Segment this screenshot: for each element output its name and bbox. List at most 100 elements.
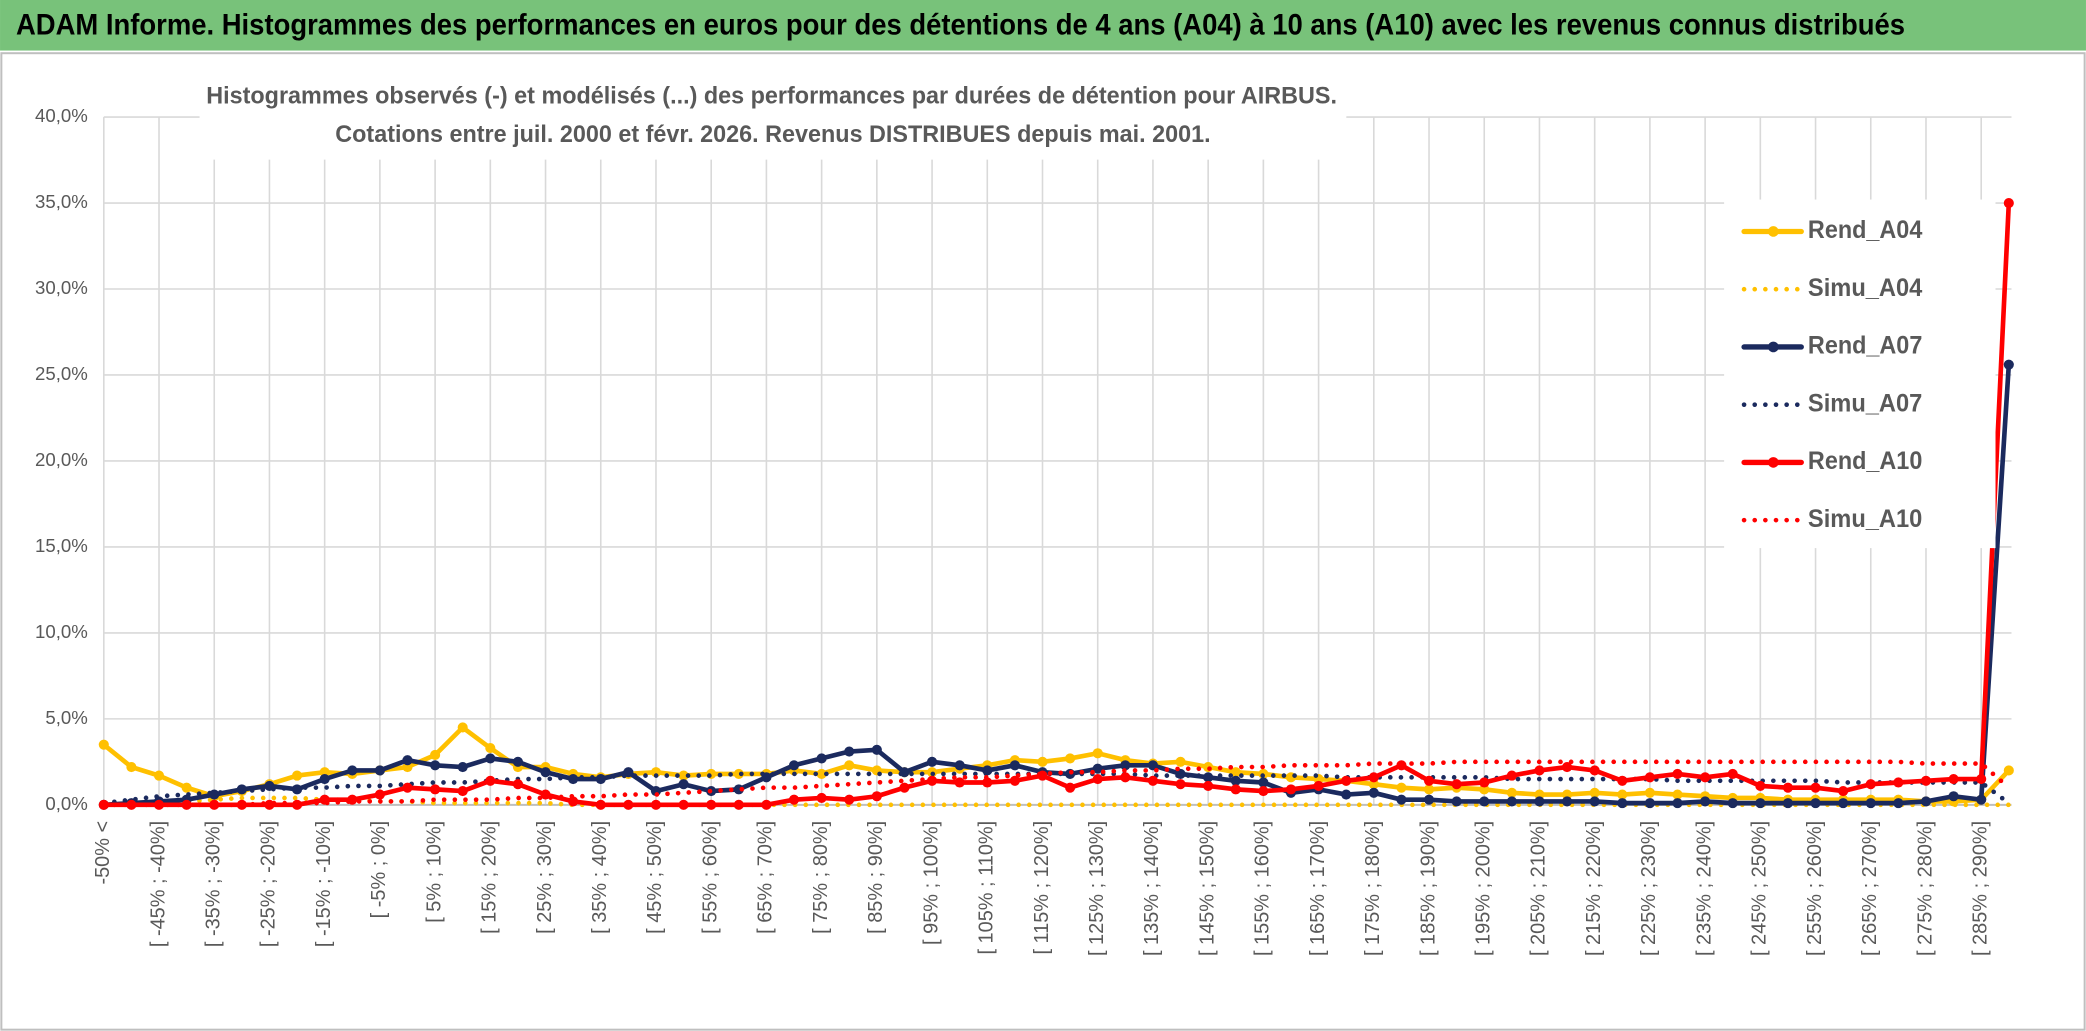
point [374,765,385,776]
x-tick-label: [ 35% ; 40%] [589,821,611,934]
point [1644,772,1655,783]
x-tick-label: [ 235% ; 240%] [1693,821,1715,956]
x-tick-label: [ 55% ; 60%] [699,821,721,934]
point [1396,782,1407,793]
point [1589,787,1600,798]
point [512,756,523,767]
legend-label: Simu_A10 [1808,505,1922,533]
point [816,753,827,764]
point [1506,796,1517,807]
point [1092,748,1103,759]
point [954,777,965,788]
point [1203,780,1214,791]
point [402,755,413,766]
point [982,777,993,788]
point [844,760,855,771]
point [1893,798,1904,809]
point [1258,786,1269,797]
point [706,768,717,779]
point [1838,786,1849,797]
x-tick-label: [ 175% ; 180%] [1362,821,1384,956]
point [540,767,551,778]
point [1755,798,1766,809]
point [1727,768,1738,779]
point [209,799,220,810]
point [485,753,496,764]
y-tick-label: 40,0% [35,105,88,126]
chart-title: Cotations entre juil. 2000 et févr. 2026… [335,121,1210,148]
point [457,786,468,797]
point [1341,789,1352,800]
point [1479,796,1490,807]
y-tick-label: 0,0% [45,793,87,814]
point [126,761,137,773]
point [1009,775,1020,786]
point [457,761,468,773]
x-tick-label: [ 285% ; 290%] [1969,821,1991,956]
series-line [101,759,2012,808]
series-line [101,362,2012,808]
point [1589,765,1600,776]
point [1120,760,1131,771]
point [568,796,579,807]
point [733,799,744,810]
legend-label: Simu_A04 [1808,274,1922,302]
title-bar [0,0,2086,51]
point [1810,782,1821,793]
point [678,799,689,810]
point [1976,773,1987,785]
point [927,756,938,767]
point [1230,767,1241,778]
x-tick-label: [ 205% ; 210%] [1528,821,1550,956]
x-tick-label: [ 195% ; 200%] [1473,821,1495,956]
point [292,799,303,810]
point [623,799,634,810]
point [2003,765,2014,776]
point [678,770,689,781]
point [733,784,744,795]
legend: Rend_A04 Simu_A04 Rend_A07 Simu_A07 Rend_A10… [1724,199,1996,549]
x-tick-label: [ 245% ; 250%] [1749,821,1771,956]
point [98,739,109,750]
x-tick-label: [ 125% ; 130%] [1086,821,1108,956]
x-tick-label: [ -5% ; 0%] [368,821,390,919]
point [1700,796,1711,807]
point [1423,775,1435,786]
point [1368,787,1379,798]
point [1589,796,1600,807]
point [706,799,717,810]
x-tick-label: [ 145% ; 150%] [1196,821,1218,956]
point [595,799,606,810]
point [1423,784,1435,795]
legend-label: Rend_A10 [1808,447,1922,475]
x-tick-label: [ 65% ; 70%] [755,821,777,934]
point [1506,787,1517,798]
point [457,722,468,733]
series-line [101,771,2012,806]
point [1782,782,1793,793]
point [1423,794,1435,805]
legend-label: Rend_A07 [1808,332,1922,360]
series-line [101,795,2012,808]
point [1175,756,1186,767]
point [899,782,910,793]
x-tick-label: [ 215% ; 220%] [1583,821,1605,956]
point [1893,777,1904,788]
point [1672,789,1683,800]
point [678,779,689,790]
point [1920,796,1932,807]
chart-title: Histogrammes observés (-) et modélisés (… [206,82,1337,109]
y-tick-label: 10,0% [35,621,88,642]
y-tick-label: 35,0% [35,191,88,212]
x-tick-label: [ 255% ; 260%] [1804,821,1826,956]
point [871,744,882,755]
point [1534,765,1545,776]
x-tick-label: [ 105% ; 110%] [976,821,998,955]
x-tick-label: [ 95% ; 100%] [920,821,942,945]
point [816,768,827,779]
x-tick-label: [ -25% ; -20%] [258,821,280,947]
point [1755,780,1766,791]
point [540,789,551,800]
